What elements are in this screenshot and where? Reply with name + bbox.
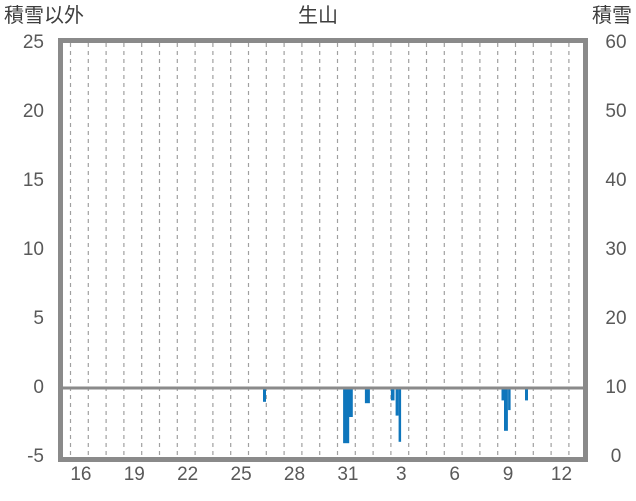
x-axis-tick-label: 19 — [123, 464, 145, 485]
right-axis-title: 積雪 — [592, 5, 632, 27]
right-axis-tick-label: 20 — [605, 308, 627, 329]
zero-line — [63, 386, 583, 390]
precip-bar — [390, 388, 395, 401]
left-axis-tick-label: 0 — [33, 377, 44, 398]
left-axis-tick-label: -5 — [27, 446, 44, 467]
x-axis-tick-label: 16 — [70, 464, 92, 485]
left-axis-tick-label: 15 — [22, 170, 44, 191]
chart-title: 生山 — [298, 5, 338, 27]
left-axis-tick-label: 10 — [22, 239, 44, 260]
right-axis-tick-label: 60 — [605, 32, 627, 53]
precip-bar — [501, 388, 504, 401]
precip-bar — [398, 388, 402, 442]
right-axis-tick-label: 40 — [605, 170, 627, 191]
precip-bar — [343, 388, 350, 444]
x-axis-tick-label: 6 — [449, 464, 460, 485]
left-axis-tick-label: 25 — [22, 32, 44, 53]
left-axis-title: 積雪以外 — [4, 5, 84, 27]
x-axis-tick-label: 28 — [283, 464, 306, 485]
precip-bar — [348, 388, 353, 417]
x-axis-tick-label: 22 — [177, 464, 199, 485]
left-axis-tick-label: 5 — [33, 308, 44, 329]
right-axis-tick-label: 10 — [605, 377, 627, 398]
precip-bar — [364, 388, 370, 404]
x-axis-tick-label: 9 — [502, 464, 514, 485]
left-axis-tick-label: 20 — [22, 101, 44, 122]
precip-bar — [504, 388, 508, 431]
x-axis-tick-label: 12 — [550, 464, 573, 485]
x-axis-tick-label: 25 — [230, 464, 252, 485]
precip-bar — [263, 388, 266, 402]
precip-bar — [508, 388, 511, 411]
right-axis-tick-label: 50 — [605, 101, 627, 122]
x-axis-tick-label: 3 — [396, 464, 407, 485]
chart-canvas — [63, 43, 583, 457]
precip-bar — [395, 388, 399, 416]
right-axis-tick-label: 30 — [605, 239, 627, 260]
plot-area — [58, 38, 588, 462]
precip-bar — [525, 388, 528, 401]
right-axis-tick-label: 0 — [610, 446, 622, 467]
x-axis-tick-label: 31 — [337, 464, 359, 485]
